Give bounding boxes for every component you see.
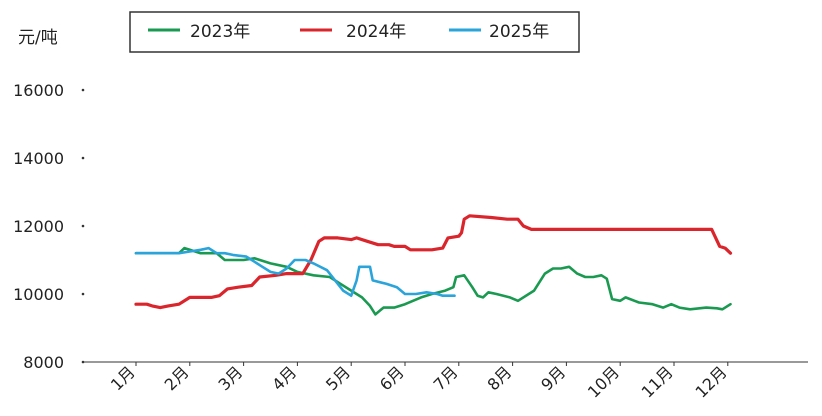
y-tick-label: 16000 — [13, 81, 64, 100]
y-tick-mark — [81, 292, 85, 296]
x-tick-label: 12月 — [691, 362, 730, 401]
x-tick-label: 10月 — [584, 362, 623, 401]
y-tick-label: 10000 — [13, 285, 64, 304]
x-tick-label: 4月 — [268, 362, 300, 394]
x-tick-label: 5月 — [322, 362, 354, 394]
x-tick-label: 8月 — [483, 362, 515, 394]
series-line-2025 — [134, 246, 456, 298]
y-tick-label: 14000 — [13, 149, 64, 168]
legend-label-2024: 2024年 — [346, 22, 406, 42]
series-line-2024 — [134, 214, 733, 310]
legend: 2023年 2024年 2025年 — [129, 11, 580, 53]
y-tick-label: 12000 — [13, 217, 64, 236]
x-tick-label: 11月 — [638, 362, 677, 401]
y-axis-unit-label: 元/吨 — [18, 28, 58, 48]
legend-frame — [129, 11, 580, 53]
x-tick-label: 6月 — [376, 362, 408, 394]
legend-label-2025: 2025年 — [489, 22, 549, 42]
series-line-2023 — [134, 246, 732, 316]
y-axis: 8000 10000 12000 14000 16000 — [13, 81, 85, 372]
x-axis: 1月 2月 3月 4月 5月 6月 7月 8月 9月 10月 11月 12月 — [83, 361, 808, 402]
x-tick-label: 7月 — [430, 362, 462, 394]
y-tick-mark — [81, 224, 85, 228]
x-tick-label: 3月 — [214, 362, 246, 394]
x-tick-label: 9月 — [537, 362, 569, 394]
x-tick-label: 2月 — [161, 362, 193, 394]
y-tick-label: 8000 — [23, 353, 64, 372]
plot-area — [134, 214, 733, 316]
legend-label-2023: 2023年 — [190, 22, 250, 42]
x-tick-label: 1月 — [107, 362, 139, 394]
y-tick-mark — [81, 88, 85, 92]
y-tick-mark — [81, 156, 85, 160]
